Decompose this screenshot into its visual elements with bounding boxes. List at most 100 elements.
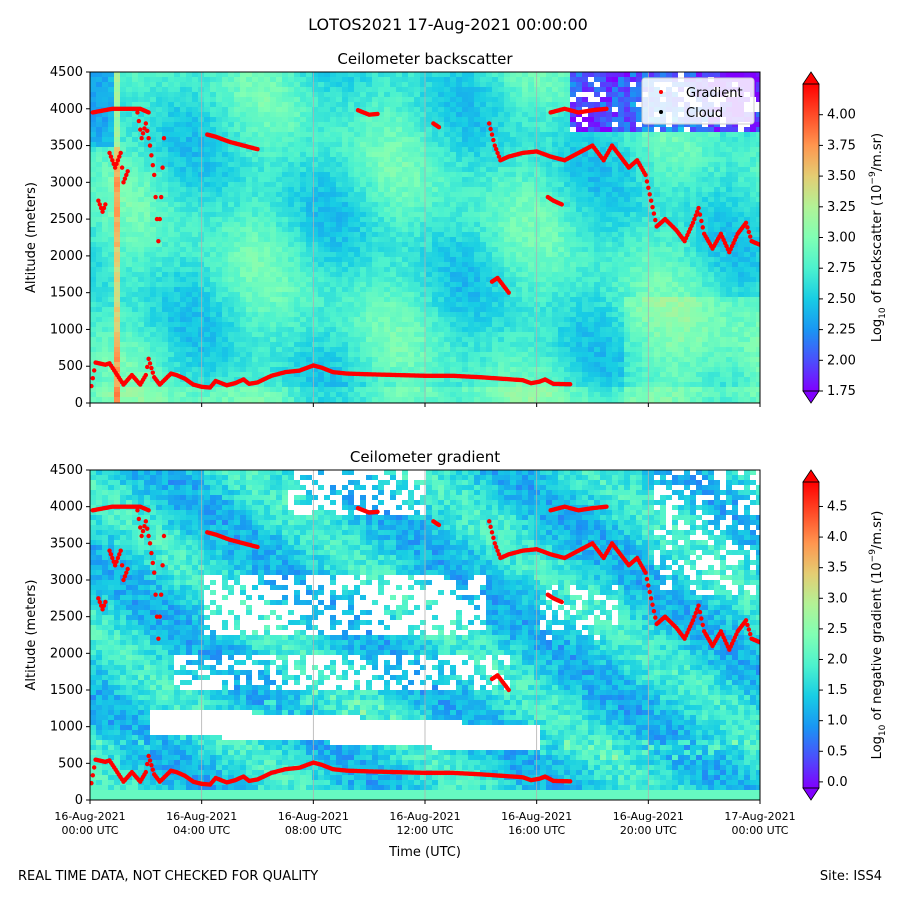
heatmap-cell [156, 77, 163, 83]
heatmap-cell [438, 282, 445, 288]
heatmap-cell [114, 292, 121, 298]
heatmap-cell [720, 282, 727, 288]
heatmap-cell [156, 157, 163, 163]
heatmap-cell [528, 77, 535, 83]
heatmap-cell [408, 142, 415, 148]
heatmap-cell [168, 177, 175, 183]
heatmap-cell [552, 222, 559, 228]
heatmap-cell [210, 207, 217, 213]
heatmap-cell [120, 137, 127, 143]
heatmap-cell [228, 192, 235, 198]
heatmap-cell [252, 92, 259, 98]
heatmap-cell [108, 122, 115, 128]
heatmap-cell [258, 252, 265, 258]
heatmap-cell [624, 232, 631, 238]
heatmap-cell [720, 147, 727, 153]
heatmap-cell [684, 207, 691, 213]
heatmap-cell [216, 162, 223, 168]
heatmap-cell [330, 92, 337, 98]
heatmap-cell [756, 202, 763, 208]
heatmap-cell [114, 112, 121, 118]
heatmap-cell [204, 122, 211, 128]
heatmap-cell [594, 212, 601, 218]
heatmap-cell [600, 142, 607, 148]
heatmap-cell [648, 132, 655, 138]
heatmap-cell [258, 152, 265, 158]
heatmap-cell [684, 202, 691, 208]
heatmap-cell [180, 172, 187, 178]
heatmap-cell [618, 87, 625, 93]
heatmap-cell [564, 192, 571, 198]
heatmap-cell [600, 207, 607, 213]
heatmap-cell [678, 222, 685, 228]
heatmap-cell [270, 282, 277, 288]
heatmap-cell [270, 97, 277, 103]
heatmap-cell [228, 162, 235, 168]
heatmap-cell [150, 237, 157, 243]
heatmap-cell [450, 117, 457, 123]
heatmap-cell [504, 97, 511, 103]
heatmap-cell [222, 132, 229, 138]
heatmap-cell [384, 267, 391, 273]
heatmap-cell [450, 212, 457, 218]
heatmap-cell [162, 227, 169, 233]
heatmap-cell [462, 167, 469, 173]
figure-suptitle: LOTOS2021 17-Aug-2021 00:00:00 [308, 15, 588, 34]
heatmap-cell [144, 262, 151, 268]
heatmap-cell [684, 162, 691, 168]
heatmap-cell [108, 217, 115, 223]
heatmap-cell [468, 237, 475, 243]
heatmap-cell [198, 137, 205, 143]
heatmap-cell [438, 97, 445, 103]
heatmap-cell [258, 92, 265, 98]
heatmap-cell [480, 277, 487, 283]
heatmap-cell [420, 122, 427, 128]
heatmap-cell [420, 222, 427, 228]
heatmap-cell [636, 152, 643, 158]
heatmap-cell [438, 102, 445, 108]
heatmap-cell [486, 227, 493, 233]
heatmap-cell [360, 267, 367, 273]
heatmap-cell [618, 252, 625, 258]
heatmap-cell [402, 217, 409, 223]
heatmap-cell [732, 177, 739, 183]
heatmap-cell [234, 232, 241, 238]
heatmap-cell [216, 272, 223, 278]
heatmap-cell [414, 282, 421, 288]
heatmap-cell [360, 72, 367, 78]
heatmap-cell [174, 102, 181, 108]
heatmap-cell [678, 72, 685, 78]
heatmap-cell [168, 127, 175, 133]
heatmap-cell [282, 92, 289, 98]
heatmap-cell [708, 232, 715, 238]
heatmap-cell [192, 177, 199, 183]
heatmap-cell [330, 262, 337, 268]
heatmap-cell [306, 97, 313, 103]
heatmap-cell [738, 177, 745, 183]
heatmap-cell [606, 257, 613, 263]
heatmap-cell [366, 87, 373, 93]
heatmap-cell [234, 277, 241, 283]
heatmap-cell [336, 162, 343, 168]
heatmap-cell [234, 192, 241, 198]
panel-backscatter: Ceilometer backscatter050010001500200025… [24, 50, 888, 411]
heatmap-cell [474, 97, 481, 103]
heatmap-cell [324, 182, 331, 188]
heatmap-cell [480, 212, 487, 218]
heatmap-cell [426, 212, 433, 218]
heatmap-cell [402, 287, 409, 293]
heatmap-cell [666, 132, 673, 138]
heatmap-cell [330, 267, 337, 273]
heatmap-cell [186, 192, 193, 198]
heatmap-cell [432, 277, 439, 283]
heatmap-cell [192, 227, 199, 233]
heatmap-cell [702, 172, 709, 178]
heatmap-cell [246, 132, 253, 138]
heatmap-cell [594, 282, 601, 288]
heatmap-cell [570, 287, 577, 293]
heatmap-cell [606, 97, 613, 103]
heatmap-cell [678, 137, 685, 143]
heatmap-cell [738, 277, 745, 283]
heatmap-cell [228, 127, 235, 133]
heatmap-cell [132, 152, 139, 158]
